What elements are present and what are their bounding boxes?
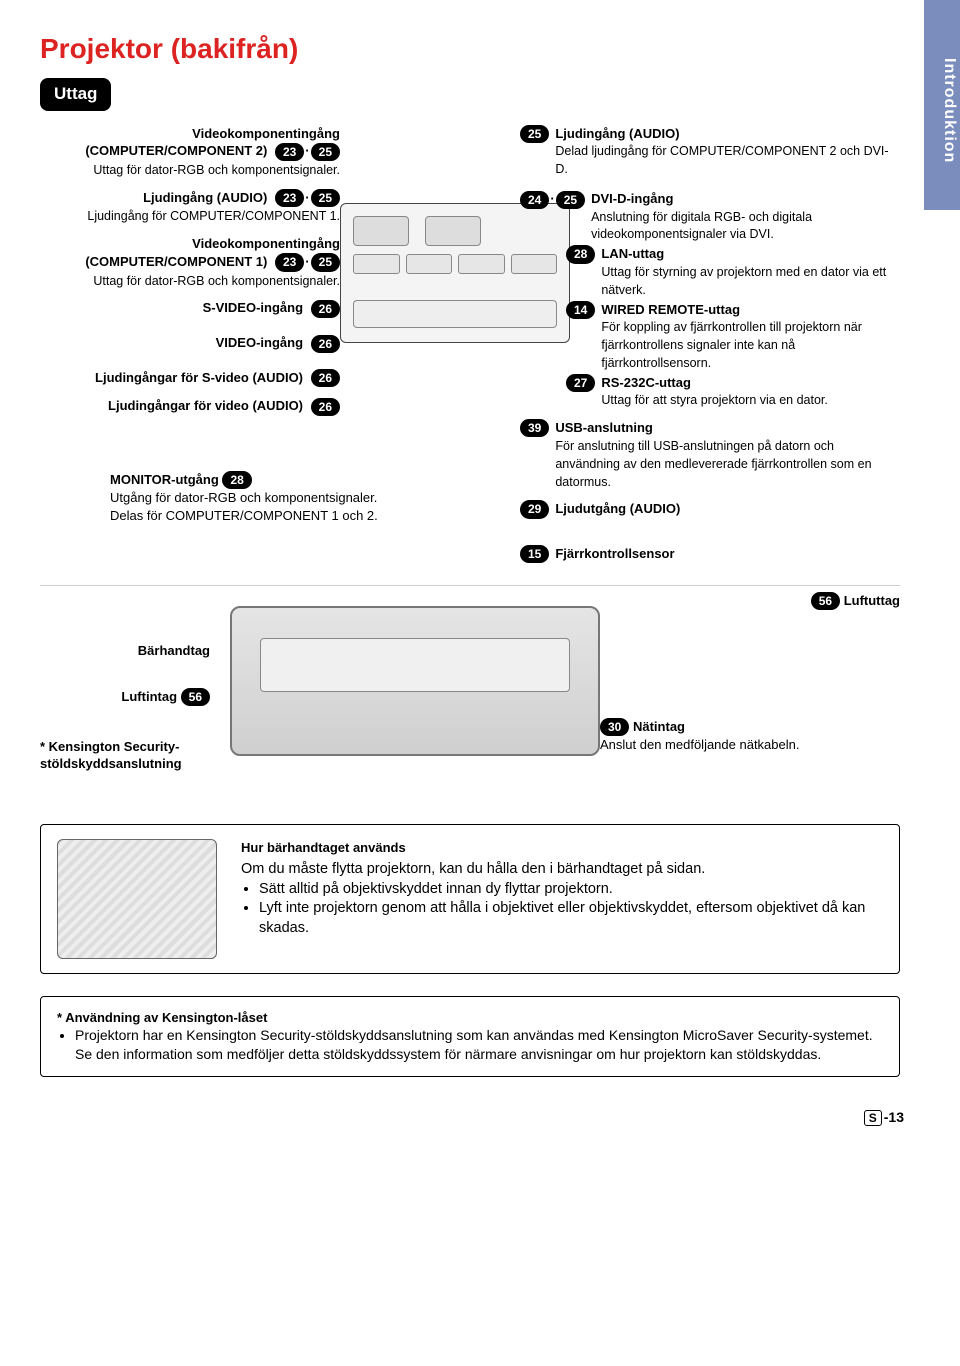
callout-usb: 39 USB-anslutningFör anslutning till USB…: [520, 419, 900, 490]
list-item: Projektorn har en Kensington Security-st…: [75, 1026, 883, 1064]
page: Projektor (bakifrån) Uttag Videokomponen…: [0, 0, 960, 1097]
carry-handle-intro: Om du måste flytta projektorn, kan du hå…: [241, 860, 883, 880]
kensington-heading: * Användning av Kensington-låset: [57, 1009, 883, 1027]
kensington-box: * Användning av Kensington-låset Projekt…: [40, 996, 900, 1077]
carry-handle-list: Sätt alltid på objektivskyddet innan dy …: [259, 880, 883, 939]
callout-audio-svideo: Ljudingångar för S-video (AUDIO) 26: [40, 369, 340, 388]
callout-luftuttag: 56 Luftuttag: [811, 592, 900, 611]
callout-audio-out: 29 Ljudutgång (AUDIO): [520, 500, 900, 518]
callout-rs232c: 27 RS-232C-uttagUttag för att styra proj…: [566, 374, 900, 409]
callout-audio-in-comp1: Ljudingång (AUDIO) 23·25 Ljudingång för …: [40, 189, 340, 226]
projector-photo: [230, 606, 600, 756]
callout-wired-remote: 14 WIRED REMOTE-uttagFör koppling av fjä…: [566, 301, 900, 372]
callout-audio-shared: 25 Ljudingång (AUDIO)Delad ljudingång fö…: [520, 125, 900, 178]
rear-panel-diagram: Videokomponentingång (COMPUTER/COMPONENT…: [40, 125, 900, 565]
callout-barhandtag: Bärhandtag: [40, 642, 210, 660]
side-tab: Introduktion: [924, 0, 960, 210]
left-callouts: Videokomponentingång (COMPUTER/COMPONENT…: [40, 125, 340, 426]
right-callouts: 25 Ljudingång (AUDIO)Delad ljudingång fö…: [520, 125, 900, 573]
divider: [40, 585, 900, 586]
callout-luftintag: Luftintag 56: [40, 688, 210, 707]
callout-lan: 28 LAN-uttagUttag för styrning av projek…: [566, 245, 900, 298]
carry-handle-box: Hur bärhandtaget används Om du måste fly…: [40, 824, 900, 974]
carry-handle-heading: Hur bärhandtaget används: [241, 839, 883, 857]
callout-natintag: 30 Nätintag Anslut den medföljande nätka…: [600, 718, 900, 754]
callout-audio-video: Ljudingångar för video (AUDIO) 26: [40, 397, 340, 416]
section-badge: Uttag: [40, 78, 111, 111]
callout-component1: Videokomponentingång (COMPUTER/COMPONENT…: [40, 235, 340, 289]
callout-ir-sensor: 15 Fjärrkontrollsensor: [520, 545, 900, 563]
kensington-list: Projektorn har en Kensington Security-st…: [75, 1026, 883, 1064]
callout-component2: Videokomponentingång (COMPUTER/COMPONENT…: [40, 125, 340, 179]
page-title: Projektor (bakifrån): [40, 30, 900, 68]
callout-monitor-out: MONITOR-utgång 28 Utgång för dator-RGB o…: [110, 471, 410, 525]
callout-kensington-port: * Kensington Security-stöldskyddsanslutn…: [40, 738, 260, 773]
projector-photo-row: 56 Luftuttag Bärhandtag Luftintag 56 * K…: [40, 598, 900, 798]
list-item: Sätt alltid på objektivskyddet innan dy …: [259, 880, 883, 900]
carry-handle-illustration: [57, 839, 217, 959]
callout-dvid: 24·25 DVI-D-ingångAnslutning för digital…: [520, 190, 900, 409]
page-number: S-13: [864, 1108, 904, 1127]
callout-svideo: S-VIDEO-ingång 26: [40, 299, 340, 318]
callout-video: VIDEO-ingång 26: [40, 334, 340, 353]
list-item: Lyft inte projektorn genom att hålla i o…: [259, 899, 883, 938]
